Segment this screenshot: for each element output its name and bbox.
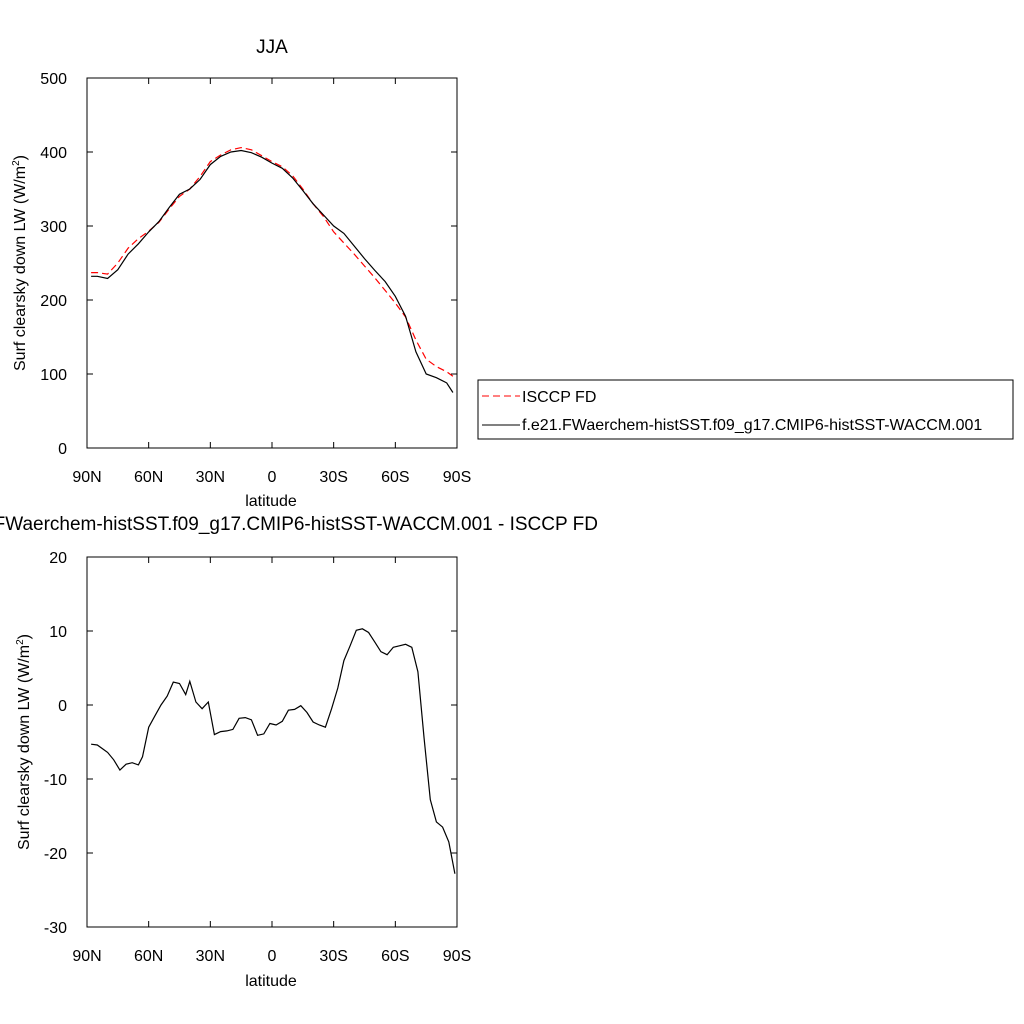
top-series-line-1 (91, 149, 454, 393)
bottom-x-tick-label: 30N (196, 948, 225, 965)
bottom-chart-title: f.e21.FWaerchem-histSST.f09_g17.CMIP6-hi… (0, 514, 598, 535)
top-y-tick-label: 400 (40, 145, 67, 162)
bottom-x-tick-label: 90N (72, 948, 101, 965)
top-panel: JJA 0 100 200 300 400 500 90N 60N 30N 0 30S 60S 90S… (11, 37, 471, 510)
bottom-x-tick-label: 0 (268, 948, 277, 965)
top-y-tick-label: 300 (40, 219, 67, 236)
top-series-group (91, 146, 454, 393)
bottom-y-tick-label: -10 (44, 772, 67, 789)
top-series-line-0 (91, 146, 454, 377)
bottom-series-line-0 (91, 628, 456, 874)
top-x-tick-label: 60S (381, 469, 409, 486)
top-x-tick-label: 90N (72, 469, 101, 486)
top-y-tick-label: 500 (40, 71, 67, 88)
bottom-plot-frame (86, 556, 458, 928)
top-y-axis-label: Surf clearsky down LW (W/m2) (11, 155, 29, 371)
bottom-x-tick-label: 30S (319, 948, 347, 965)
top-y-tick-label: 0 (58, 441, 67, 458)
bottom-x-axis-label: latitude (245, 973, 297, 990)
top-plot-frame (86, 77, 458, 449)
bottom-x-tick-label: 90S (443, 948, 471, 965)
bottom-y-tick-label: 20 (49, 550, 67, 567)
top-x-ticks: 90N 60N 30N 0 30S 60S 90S (72, 78, 471, 486)
bottom-x-tick-label: 60S (381, 948, 409, 965)
bottom-y-tick-label: -20 (44, 846, 67, 863)
top-x-axis-label: latitude (245, 493, 297, 510)
top-x-tick-label: 0 (268, 469, 277, 486)
bottom-series-group (91, 628, 456, 874)
bottom-x-ticks: 90N 60N 30N 0 30S 60S 90S (72, 557, 471, 965)
top-x-tick-label: 60N (134, 469, 163, 486)
legend-label-model: f.e21.FWaerchem-histSST.f09_g17.CMIP6-hi… (522, 417, 982, 434)
bottom-y-ticks: -30 -20 -10 0 10 20 (44, 550, 457, 937)
top-chart-title: JJA (256, 37, 288, 58)
top-x-tick-label: 30N (196, 469, 225, 486)
bottom-y-tick-label: 10 (49, 624, 67, 641)
bottom-y-tick-label: -30 (44, 920, 67, 937)
top-y-tick-label: 200 (40, 293, 67, 310)
bottom-y-tick-label: 0 (58, 698, 67, 715)
legend-label-isccp: ISCCP FD (522, 389, 596, 406)
bottom-y-axis-label: Surf clearsky down LW (W/m2) (15, 634, 33, 850)
top-x-tick-label: 30S (319, 469, 347, 486)
top-x-tick-label: 90S (443, 469, 471, 486)
legend-box (477, 379, 1014, 440)
bottom-x-tick-label: 60N (134, 948, 163, 965)
legend: ISCCP FD f.e21.FWaerchem-histSST.f09_g17… (477, 379, 1014, 440)
top-y-ticks: 0 100 200 300 400 500 (40, 71, 457, 458)
bottom-panel: f.e21.FWaerchem-histSST.f09_g17.CMIP6-hi… (0, 514, 598, 990)
top-y-tick-label: 100 (40, 367, 67, 384)
